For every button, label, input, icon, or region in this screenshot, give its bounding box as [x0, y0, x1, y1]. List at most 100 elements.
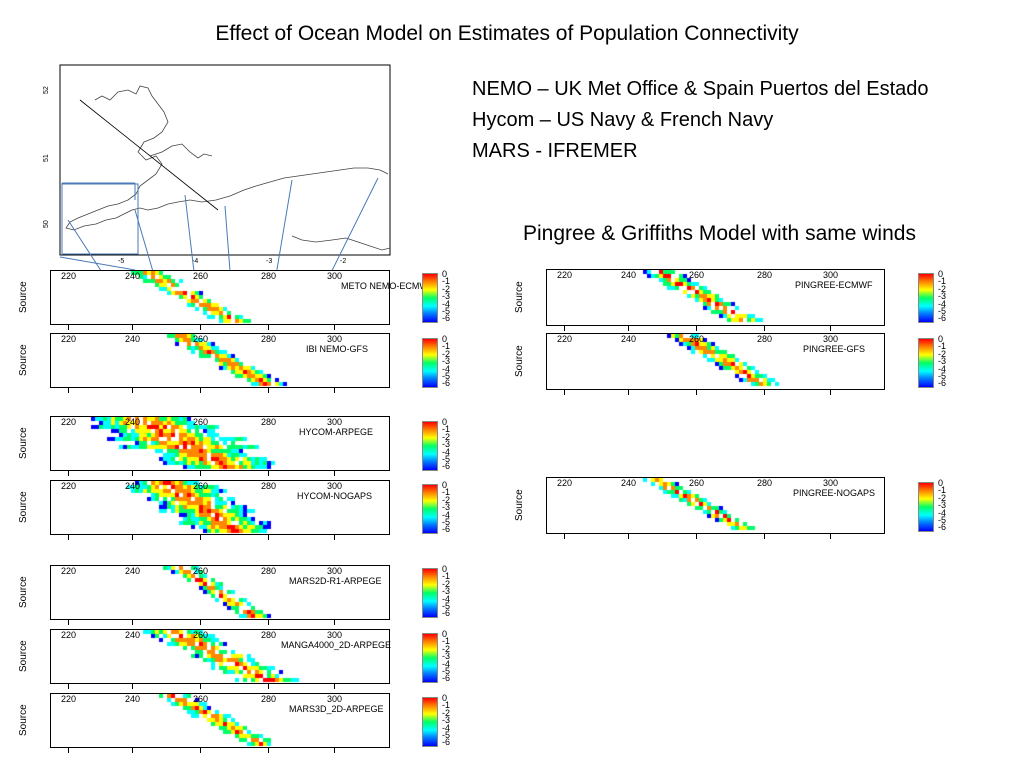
colorbar-label: -5 [938, 515, 947, 525]
colorbar-label: 0 [442, 269, 448, 279]
lon-tick-2: -2 [340, 258, 346, 265]
x-tick-mark [764, 326, 765, 331]
x-tick-label: 280 [261, 417, 277, 427]
plot-frame: MARS3D_2D-ARPEGE 220 240 260 280 300 [50, 693, 390, 748]
panel-label: METO NEMO-ECMWF [341, 281, 434, 291]
x-tick-mark [132, 471, 133, 476]
panel-label: PINGREE-NOGAPS [793, 488, 876, 498]
colorbar-label: 0 [938, 269, 944, 279]
lat-tick-52: 52 [43, 86, 50, 94]
x-tick-label: 260 [689, 270, 705, 280]
colorbar-label: 0 [442, 693, 448, 703]
x-tick-mark [334, 535, 335, 540]
heatmap-cells [51, 417, 389, 470]
heatmap-cells [51, 694, 389, 747]
colorbar-label: -1 [938, 485, 947, 496]
section-line [79, 99, 219, 211]
y-axis-label: Source [18, 343, 29, 376]
colorbar-label: -4 [442, 509, 451, 520]
x-tick-label: 240 [621, 334, 637, 344]
x-tick-mark [628, 390, 629, 395]
y-axis-label: Source [18, 639, 29, 672]
colorbar-label: -1 [938, 341, 947, 352]
x-tick-mark [334, 471, 335, 476]
colorbar-gradient [422, 633, 438, 683]
x-tick-mark [200, 620, 201, 625]
x-tick-label: 300 [823, 478, 839, 488]
map-frame [59, 64, 391, 256]
x-tick-label: 240 [621, 270, 637, 280]
colorbar-label: -6 [938, 378, 947, 389]
colorbar-label: -3 [442, 715, 451, 726]
colorbar-label: -4 [442, 363, 451, 374]
colorbar-label: -1 [442, 571, 451, 582]
plot-frame: METO NEMO-ECMWF 220 240 260 280 300 [50, 270, 433, 325]
panel-label: IBI NEMO-GFS [306, 344, 369, 354]
x-tick-label: 240 [621, 478, 637, 488]
colorbar-gradient [422, 484, 438, 534]
colorbar-label: -3 [442, 586, 451, 597]
x-tick-mark [696, 534, 697, 539]
x-tick-mark [68, 684, 69, 689]
model-nemo: NEMO – UK Met Office & Spain Puertos del… [472, 78, 929, 100]
x-tick-label: 240 [125, 694, 141, 704]
colorbar-label: -1 [442, 424, 451, 435]
x-tick-mark [200, 388, 201, 393]
colorbar-label: -4 [938, 507, 947, 518]
y-axis-label: Source [514, 344, 525, 377]
colorbar-gradient [422, 421, 438, 471]
colorbar-label: -2 [938, 348, 947, 359]
lon-tick-3: -3 [266, 258, 272, 265]
colorbar-label: -3 [442, 502, 451, 513]
x-tick-mark [200, 471, 201, 476]
colorbar-label: -3 [938, 291, 947, 302]
colorbar-label: -3 [442, 291, 451, 302]
colorbar-label: -2 [442, 348, 451, 359]
x-tick-label: 220 [61, 334, 77, 344]
colorbar-label: -3 [938, 356, 947, 367]
x-tick-mark [68, 535, 69, 540]
x-tick-label: 280 [757, 478, 773, 488]
colorbar-label: -6 [938, 522, 947, 533]
x-tick-label: 260 [193, 694, 209, 704]
colorbar-label: -2 [442, 283, 451, 294]
x-tick-label: 220 [557, 334, 573, 344]
x-tick-label: 220 [61, 566, 77, 576]
colorbar-label: -6 [442, 737, 451, 748]
x-tick-mark [564, 534, 565, 539]
x-tick-mark [764, 534, 765, 539]
x-tick-mark [564, 390, 565, 395]
x-tick-mark [334, 620, 335, 625]
colorbar-label: -5 [442, 517, 451, 527]
panel-label: HYCOM-NOGAPS [297, 491, 373, 501]
x-tick-label: 260 [689, 478, 705, 488]
heatmap-cells [51, 566, 389, 619]
colorbar-label: -3 [442, 651, 451, 662]
colorbar-label: -3 [442, 439, 451, 450]
x-tick-label: 220 [61, 417, 77, 427]
colorbar-label: -1 [442, 276, 451, 287]
panel-label: HYCOM-ARPEGE [299, 427, 374, 437]
x-tick-label: 220 [557, 270, 573, 280]
x-tick-label: 220 [61, 481, 77, 491]
x-tick-label: 300 [327, 694, 343, 704]
x-tick-label: 300 [327, 417, 343, 427]
colorbar-label: -4 [442, 446, 451, 457]
x-tick-mark [268, 748, 269, 753]
model-list: NEMO – UK Met Office & Spain Puertos del… [472, 74, 929, 167]
x-tick-mark [132, 535, 133, 540]
colorbar-label: -6 [442, 608, 451, 619]
x-tick-mark [268, 388, 269, 393]
plot-frame: MARS2D-R1-ARPEGE 220 240 260 280 300 [50, 565, 390, 620]
plot-frame: PINGREE-ECMWF 220 240 260 280 300 [546, 269, 885, 326]
colorbar-label: 0 [442, 480, 448, 490]
colorbar-label: -2 [442, 707, 451, 718]
y-axis-label: Source [18, 280, 29, 313]
x-tick-label: 300 [327, 481, 343, 491]
colorbar-label: -1 [938, 276, 947, 287]
x-tick-mark [334, 325, 335, 330]
plot-frame: PINGREE-GFS 220 240 260 280 300 [546, 333, 885, 390]
x-tick-mark [268, 535, 269, 540]
y-axis-label: Source [18, 703, 29, 736]
colorbar-label: -5 [442, 306, 451, 316]
